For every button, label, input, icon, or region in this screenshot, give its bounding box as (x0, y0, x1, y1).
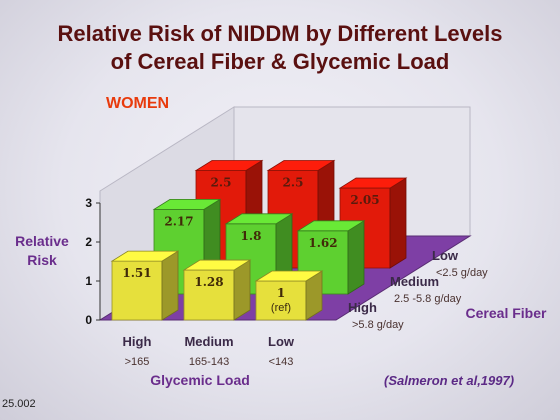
x-axis-name: Glycemic Load (150, 372, 250, 388)
fiber-level-label: High (348, 300, 377, 315)
fiber-level-range: >5.8 g/day (352, 319, 404, 331)
y-axis-label-line1: Relative (15, 233, 69, 249)
bar-value-label: 1.51 (122, 266, 151, 280)
bar-top (338, 177, 408, 189)
bar-value-label: 1.62 (308, 236, 337, 250)
y-tick-label: 3 (85, 196, 92, 210)
chart-title-line2: of Cereal Fiber & Glycemic Load (110, 49, 450, 74)
bar-value-note: (ref) (271, 302, 291, 314)
x-category-label: High (123, 334, 152, 349)
bar-top (224, 213, 294, 225)
z-axis-name: Cereal Fiber (466, 305, 547, 321)
bar-top (194, 160, 264, 171)
bar-front (183, 269, 235, 321)
fiber-level-range: 2.5 -5.8 g/day (394, 293, 462, 305)
bar-value-label: 2.5 (211, 176, 232, 190)
bar-value-label: 2.05 (350, 193, 379, 207)
slide-number: 25.002 (2, 398, 36, 410)
bar-top (182, 259, 252, 271)
bar-value-label: 1.8 (241, 229, 262, 243)
y-tick-label: 2 (85, 235, 92, 249)
bar-side (161, 250, 179, 321)
bar-value-label: 1 (277, 286, 285, 300)
chart-title-line1: Relative Risk of NIDDM by Different Leve… (57, 21, 503, 46)
bar-top (296, 220, 366, 232)
chart-title: Relative Risk of NIDDM by Different Leve… (0, 20, 560, 76)
y-axis-label: Relative Risk (10, 232, 74, 270)
chart-subtitle: WOMEN (106, 95, 170, 112)
bar-side (233, 259, 251, 321)
bar-front (255, 280, 307, 321)
x-category-label: Medium (184, 334, 233, 349)
bar-value-label: 2.17 (164, 214, 193, 228)
x-category-range: >165 (125, 356, 150, 368)
bar-top (110, 250, 180, 262)
x-category-label: Low (268, 334, 295, 349)
bar-top (152, 198, 222, 210)
y-tick-label: 0 (85, 313, 92, 327)
y-tick-label: 1 (85, 274, 92, 288)
citation: (Salmeron et al,1997) (384, 373, 515, 388)
x-category-range: 165-143 (189, 356, 229, 368)
bar-side (389, 177, 407, 269)
fiber-level-range: <2.5 g/day (436, 267, 488, 279)
bar-side (347, 220, 365, 295)
y-axis-label-line2: Risk (27, 252, 57, 268)
bar-top (266, 160, 336, 171)
x-category-range: <143 (269, 356, 294, 368)
bar-value-label: 1.28 (194, 275, 223, 289)
bar-value-label: 2.5 (283, 176, 304, 190)
bar-top (254, 270, 324, 282)
fiber-level-label: Low (432, 248, 459, 263)
fiber-level-label: Medium (390, 274, 439, 289)
bar-front (111, 260, 163, 321)
